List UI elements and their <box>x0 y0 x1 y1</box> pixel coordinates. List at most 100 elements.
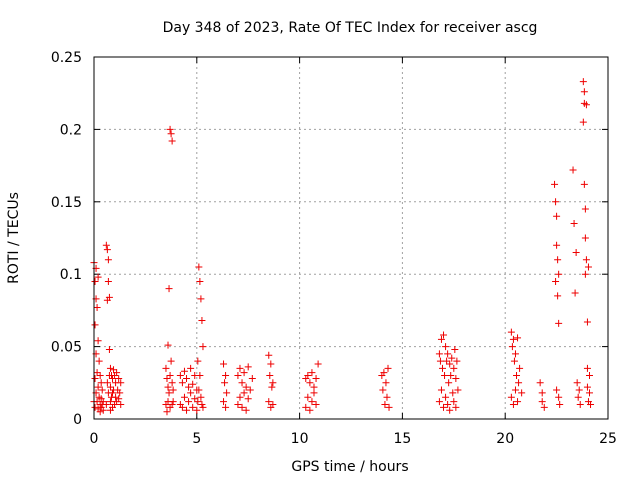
data-point <box>91 403 99 411</box>
data-point <box>583 383 591 391</box>
y-tick-label: 0.15 <box>51 195 82 211</box>
data-point <box>236 393 244 401</box>
data-point <box>448 354 456 362</box>
data-point <box>302 403 310 411</box>
data-point <box>583 318 591 326</box>
data-point <box>569 166 577 174</box>
data-point <box>443 357 451 365</box>
data-point <box>306 406 314 414</box>
data-point <box>510 357 518 365</box>
data-point <box>187 364 195 372</box>
data-point <box>308 369 316 377</box>
data-point <box>166 125 174 133</box>
data-point <box>197 393 205 401</box>
data-point <box>304 372 312 380</box>
data-point <box>509 335 517 343</box>
data-point <box>511 350 519 358</box>
data-point <box>450 398 458 406</box>
data-point <box>223 389 231 397</box>
data-point <box>94 273 102 281</box>
data-point <box>437 335 445 343</box>
data-point <box>187 389 195 397</box>
data-point <box>240 369 248 377</box>
data-point <box>585 389 593 397</box>
data-point <box>194 398 202 406</box>
data-point <box>199 403 207 411</box>
data-point <box>267 360 275 368</box>
data-point <box>514 398 522 406</box>
data-point <box>435 398 443 406</box>
data-point <box>166 372 174 380</box>
data-point <box>553 212 561 220</box>
data-point <box>440 331 448 339</box>
data-point <box>102 241 110 249</box>
data-point <box>553 386 561 394</box>
data-point <box>452 403 460 411</box>
data-point <box>178 379 186 387</box>
y-tick-labels: 0 0.05 0.1 0.15 0.2 0.25 <box>51 50 82 428</box>
data-point <box>508 343 516 351</box>
data-point <box>220 398 228 406</box>
data-point <box>380 369 388 377</box>
data-point <box>197 295 205 303</box>
data-point <box>518 389 526 397</box>
data-point <box>115 374 123 382</box>
data-point <box>446 406 454 414</box>
data-point <box>581 205 589 213</box>
data-point <box>244 395 252 403</box>
data-point <box>312 374 320 382</box>
data-point <box>580 88 588 96</box>
data-point <box>110 366 118 374</box>
data-point <box>163 374 171 382</box>
data-point <box>178 403 186 411</box>
data-point <box>581 270 589 278</box>
x-tick-label: 25 <box>599 431 617 447</box>
data-point <box>538 398 546 406</box>
data-point <box>453 357 461 365</box>
data-point <box>164 341 172 349</box>
data-point <box>94 383 102 391</box>
data-point <box>306 379 314 387</box>
y-axis-label: ROTI / TECUs <box>6 192 22 284</box>
data-point <box>579 118 587 126</box>
data-point <box>185 383 193 391</box>
data-point <box>96 408 104 416</box>
data-point <box>222 372 230 380</box>
data-point <box>248 374 256 382</box>
data-point <box>189 403 197 411</box>
chart-title: Day 348 of 2023, Rate Of TEC Index for r… <box>163 20 538 36</box>
data-point <box>509 401 517 409</box>
data-point <box>183 406 191 414</box>
data-point <box>555 319 563 327</box>
x-tick-labels: 0 5 10 15 20 25 <box>90 431 617 447</box>
data-point <box>379 386 387 394</box>
data-point <box>265 351 273 359</box>
data-point <box>269 379 277 387</box>
data-point <box>168 137 176 145</box>
data-point <box>176 372 184 380</box>
data-point <box>442 343 450 351</box>
data-point <box>222 403 230 411</box>
data-point <box>312 401 320 409</box>
data-point <box>168 379 176 387</box>
data-point <box>103 246 111 254</box>
data-point <box>103 379 111 387</box>
y-tick-label: 0.25 <box>51 50 82 66</box>
data-point <box>383 393 391 401</box>
data-point <box>106 364 114 372</box>
data-point <box>164 383 172 391</box>
data-point <box>198 401 206 409</box>
data-point <box>238 379 246 387</box>
data-point <box>242 406 250 414</box>
data-point <box>513 372 521 380</box>
data-point <box>180 393 188 401</box>
data-point <box>381 401 389 409</box>
data-point <box>555 270 563 278</box>
data-point <box>106 398 114 406</box>
data-point <box>554 292 562 300</box>
data-point <box>199 343 207 351</box>
data-point <box>575 386 583 394</box>
data-point <box>194 357 202 365</box>
data-point <box>220 360 228 368</box>
data-point <box>163 408 171 416</box>
